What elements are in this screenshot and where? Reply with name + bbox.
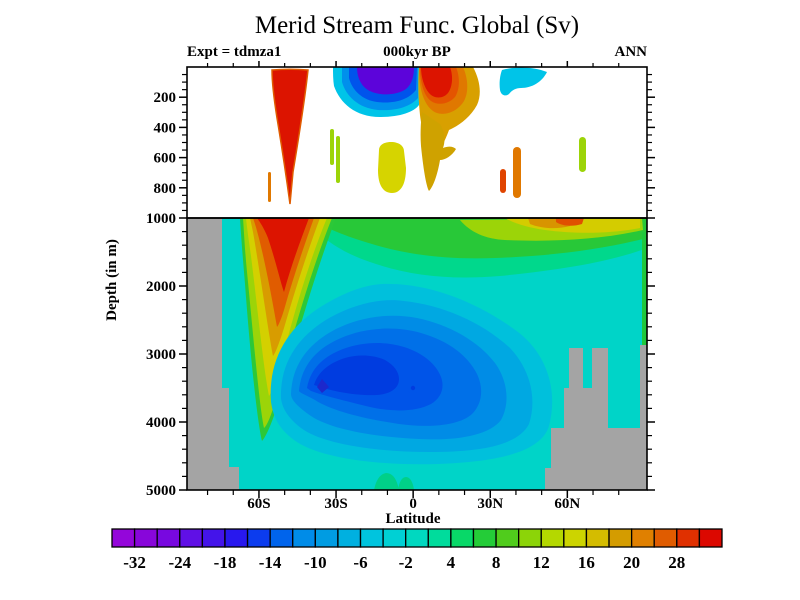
colorbar-cell (156, 528, 181, 548)
x-tick-label: 0 (409, 496, 417, 512)
y-tick-label: 800 (154, 181, 177, 197)
colorbar-label: -14 (259, 553, 282, 572)
y-axis-title: Depth (in m) (104, 239, 120, 321)
colorbar-cell (337, 528, 362, 548)
land-big-block (551, 428, 647, 490)
colorbar-cell (246, 528, 271, 548)
contour-bottom-bump-b (398, 477, 414, 490)
cell-violet-core (357, 67, 414, 95)
band-right-edge-green (642, 232, 647, 345)
colorbar-cell (405, 528, 429, 548)
gyre-secondary-core-inner (410, 385, 416, 391)
x-tick-label: 60S (247, 496, 270, 512)
colorbar-cell (540, 528, 565, 548)
contour-deep-plume (240, 218, 336, 441)
contour-yg-sliver-60n (579, 137, 586, 172)
gyre-core (317, 379, 329, 393)
y-tick-label: 1000 (146, 211, 176, 227)
contour-upper-deep-bands (305, 218, 647, 345)
contour-bottom-bump-a (374, 473, 399, 490)
y-tick-label: 600 (154, 151, 177, 167)
colorbar-cell (224, 528, 249, 548)
contour-deep-blue-gyre (270, 283, 553, 465)
y-tick-label: 5000 (146, 483, 176, 499)
contour-orange-sliver-30n-a (500, 169, 506, 193)
y-tick-label: 4000 (146, 415, 176, 431)
y-tick-label: 200 (154, 90, 177, 106)
colorbar-label: -18 (214, 553, 237, 572)
x-tick-label: 30S (324, 496, 347, 512)
colorbar-label: 16 (578, 553, 595, 572)
contour-yellow-blob-equator (378, 142, 406, 193)
land-left-step2 (229, 467, 239, 490)
colorbar-label: -2 (399, 553, 413, 572)
contour-orange-sliver-30n-b (513, 147, 521, 198)
colorbar-cell (608, 528, 633, 548)
contour-subpolar-cyan-hook (499, 67, 547, 96)
colorbar-cell (630, 528, 655, 548)
land-left-step1 (222, 388, 229, 490)
colorbar-label: 12 (533, 553, 550, 572)
axis-tick-labels: 60S 30S 0 30N 60N 200 400 600 800 1000 2000 3000 400… (146, 90, 580, 512)
colorbar-cell (179, 528, 204, 548)
colorbar-label: -32 (123, 553, 146, 572)
experiment-label: Expt = tdmza1 (187, 44, 282, 60)
colorbar-cell (359, 528, 384, 548)
lower-panel-field (187, 218, 647, 490)
band-orange-patch (556, 218, 584, 226)
gyre-level6 (314, 355, 399, 396)
x-axis-title: Latitude (385, 511, 440, 527)
colorbar-cell (427, 528, 452, 548)
upper-panel-field (187, 67, 647, 218)
colorbar-cell (292, 528, 316, 548)
contour-orange-sliver-south (268, 172, 271, 202)
colorbar-cell (676, 528, 701, 548)
colorbar: -32 -24 -18 -14 -10 -6 -2 4 8 12 16 20 28 (111, 528, 723, 572)
contour-southern-surface-cell (333, 67, 419, 117)
colorbar-cell (653, 528, 678, 548)
colorbar-cell (698, 528, 723, 548)
colorbar-cell (201, 528, 226, 548)
colorbar-cell (382, 528, 407, 548)
y-tick-label: 400 (154, 120, 177, 136)
colorbar-cell (585, 528, 610, 548)
colorbar-label: 8 (492, 553, 501, 572)
colorbar-cell (563, 528, 588, 548)
contour-northern-tropical-cell (418, 67, 480, 191)
season-label: ANN (614, 44, 648, 60)
colorbar-cell (111, 528, 136, 548)
colorbar-label: -10 (304, 553, 327, 572)
colorbar-cell (518, 528, 542, 548)
axis-ticks (179, 61, 655, 498)
land-mask (187, 218, 647, 490)
colorbar-cell (450, 528, 475, 548)
colorbar-cell (133, 528, 158, 548)
plume-red (257, 218, 309, 292)
contour-yg-sliver-30s-b (336, 136, 340, 183)
time-label: 000kyr BP (383, 44, 451, 60)
colorbar-label: -24 (168, 553, 191, 572)
contour-deacon-wedge (271, 68, 309, 205)
colorbar-cell (472, 528, 497, 548)
cell-gold-column (420, 112, 456, 191)
colorbar-cell (495, 528, 520, 548)
y-tick-label: 2000 (146, 279, 176, 295)
colorbar-cell (269, 528, 294, 548)
chart-title: Merid Stream Func. Global (Sv) (254, 12, 580, 39)
contour-yg-sliver-30s-a (330, 129, 334, 165)
colorbar-label: 4 (447, 553, 456, 572)
land-bottom-step (545, 468, 552, 490)
land-right-band (640, 345, 647, 490)
cell-red-core (421, 67, 453, 98)
colorbar-label: -6 (353, 553, 367, 572)
x-tick-label: 30N (477, 496, 503, 512)
land-left-band (187, 218, 222, 490)
colorbar-label: 20 (623, 553, 640, 572)
x-tick-label: 60N (554, 496, 580, 512)
colorbar-cell (314, 528, 339, 548)
colorbar-label: 28 (668, 553, 685, 572)
y-tick-label: 3000 (146, 347, 176, 363)
